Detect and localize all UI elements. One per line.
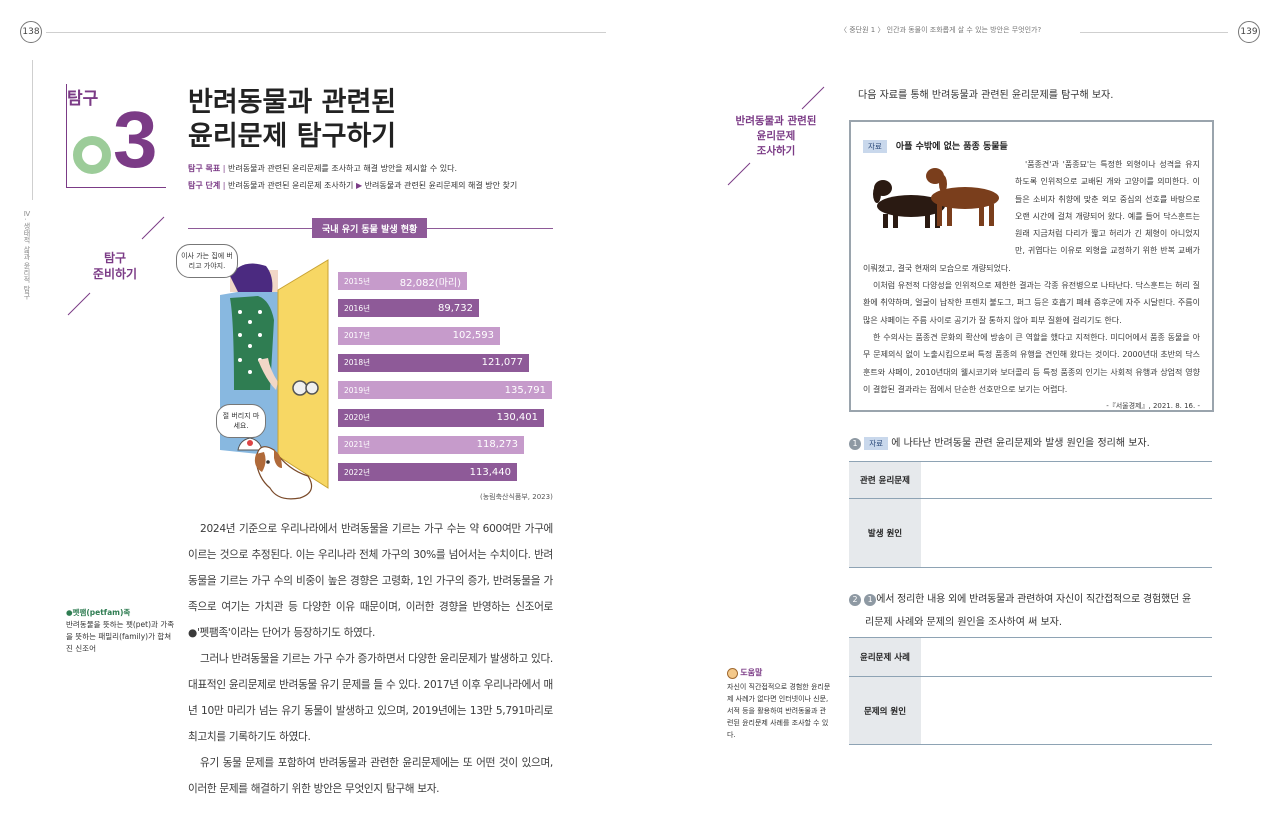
step-line: 탐구 단계 | 반려동물과 관련된 윤리문제 조사하기 ▶ 반려동물과 관련된 … (188, 181, 518, 190)
title-line-1: 반려동물과 관련된 (188, 87, 397, 118)
answer-field-problem-cause[interactable] (921, 676, 1212, 745)
green-circle-icon (73, 136, 111, 174)
right-intro: 다음 자료를 통해 반려동물과 관련된 윤리문제를 탐구해 보자. (858, 90, 1114, 101)
goal-text: 반려동물과 관련된 윤리문제를 조사하고 해결 방안을 제시할 수 있다. (228, 164, 457, 173)
answer-label-problem-cause: 문제의 원인 (849, 676, 921, 745)
answer-label-cause: 발생 원인 (849, 498, 921, 568)
chart-bar-value: 102,593 (452, 330, 494, 342)
prep-label: 탐구 준비하기 (92, 251, 138, 281)
research-side-label: 반려동물과 관련된 윤리문제 조사하기 (735, 115, 817, 157)
abandonment-illustration (220, 259, 329, 500)
chart-bar: 2016년 89,732 (338, 299, 479, 318)
chart-bar: 2018년 121,077 (338, 353, 529, 372)
question-2: 2 1 에서 정리한 내용 외에 반려동물과 관련하여 자신이 직간접적으로 경험… (849, 588, 1215, 634)
material-text: '품종견'과 '품종묘'는 특정한 외형이나 성격을 유지하도록 인위적으로 교… (863, 156, 1200, 415)
chart-source: (농림축산식품부, 2023) (480, 493, 553, 501)
header-rule-right (1080, 32, 1228, 33)
research-slash-bottom (727, 162, 751, 186)
chart-bar-category: 2017년 (344, 331, 370, 341)
chart-bar-value: 130,401 (496, 412, 538, 423)
material-tag: 자료 (863, 140, 887, 153)
answer-table-2: 윤리문제 사례 문제의 원인 (849, 637, 1212, 745)
material-paragraph-2: 이처럼 유전적 다양성을 인위적으로 제한한 결과는 각종 유전병으로 나타난다… (863, 281, 1200, 325)
answer-field-case[interactable] (921, 637, 1212, 677)
material-box: 자료 아플 수밖에 없는 품종 동물들 '품종견'과 '품종묘'는 특정한 외형… (849, 120, 1214, 412)
answer-field-ethics-issue[interactable] (921, 461, 1212, 499)
prep-slash-top (141, 216, 165, 240)
help-title: 도움말 (740, 668, 763, 677)
header-rule-left (46, 32, 606, 33)
paragraph-3: 유기 동물 문제를 포함하여 반려동물과 관련한 윤리문제에는 또 어떤 것이 … (188, 757, 553, 795)
page-title: 반려동물과 관련된 윤리문제 탐구하기 (188, 86, 396, 154)
chart-bar-category: 2022년 (344, 467, 370, 477)
material-paragraph-1: '품종견'과 '품종묘'는 특정한 외형이나 성격을 유지하도록 인위적으로 교… (863, 160, 1200, 273)
page-number-left: 138 (20, 21, 42, 43)
research-slash-top (801, 86, 825, 110)
answer-label-ethics-issue: 관련 윤리문제 (849, 461, 921, 499)
tamgu-number: 3 (113, 95, 158, 184)
material-paragraph-3: 한 수의사는 품종견 문화의 확산에 방송이 큰 역할을 했다고 지적한다. 미… (863, 332, 1200, 394)
chart-bar-value: 113,440 (469, 466, 511, 478)
chart-bar-category: 2020년 (344, 413, 370, 422)
help-note: 도움말 자신이 직간접적으로 경험한 윤리문제 사례가 없다면 인터넷이나 신문… (727, 667, 831, 741)
chart-bar-value: 118,273 (476, 439, 518, 451)
helper-face-icon (727, 667, 738, 679)
page-number-right: 139 (1238, 21, 1260, 43)
chart-bar-category: 2015년 (344, 276, 370, 286)
answer-field-cause[interactable] (921, 498, 1212, 568)
tamgu-badge: 탐구 3 (66, 84, 166, 188)
chart-bar: 2019년 135,791 (338, 381, 552, 400)
speech-bubble-dog: 절 버리지 마세요. (216, 404, 266, 438)
question-2-number: 2 (849, 594, 861, 606)
material-source: -『서울경제』, 2021. 8. 16. - (1106, 402, 1200, 411)
title-line-2: 윤리문제 탐구하기 (188, 121, 397, 152)
paragraph-1: 2024년 기준으로 우리나라에서 반려동물을 기르는 가구 수는 약 600여… (188, 523, 553, 639)
question-1-text: 에 나타난 반려동물 관련 윤리문제와 발생 원인을 정리해 보자. (891, 438, 1150, 449)
chart-bar: 2020년 130,401 (338, 408, 544, 427)
goal-line: 탐구 목표 | 반려동물과 관련된 윤리문제를 조사하고 해결 방안을 제시할 … (188, 164, 457, 173)
chart-bar-value: 121,077 (481, 357, 523, 369)
chart-bar-value: 89,732 (438, 302, 473, 314)
side-note-body: 반려동물을 뜻하는 펫(pet)과 가족을 뜻하는 패밀리(family)가 합… (66, 620, 175, 653)
material-header: 자료 아플 수밖에 없는 품종 동물들 (863, 134, 1008, 153)
side-note-title: ●펫팸(petfam)족 (66, 608, 131, 617)
body-text-left: 2024년 기준으로 우리나라에서 반려동물을 기르는 가구 수는 약 600여… (188, 516, 553, 802)
step-arrow-icon: ▶ (355, 181, 363, 190)
goal-label: 탐구 목표 (188, 164, 221, 173)
chart-bar-category: 2018년 (344, 358, 370, 368)
chart-bar-category: 2019년 (344, 385, 370, 395)
question-1-tag: 자료 (864, 437, 888, 450)
speech-bubble-owner: 이사 가는 집에 버리고 가야지. (176, 244, 238, 278)
question-2-ref: 1 (864, 594, 877, 606)
chart-bar: 2021년 118,273 (338, 435, 524, 454)
side-note-petfam: ●펫팸(petfam)족 반려동물을 뜻하는 펫(pet)과 가족을 뜻하는 패… (66, 607, 176, 655)
chart-title: 국내 유기 동물 발생 현황 (312, 218, 428, 238)
chart-bar: 2017년 102,593 (338, 326, 500, 345)
answer-table-1: 관련 윤리문제 발생 원인 (849, 461, 1212, 568)
chart-bar-value: 135,791 (504, 384, 546, 396)
question-1: 1 자료 에 나타난 반려동물 관련 윤리문제와 발생 원인을 정리해 보자. (849, 434, 1150, 450)
material-title: 아플 수밖에 없는 품종 동물들 (895, 142, 1008, 152)
step-1: 반려동물과 관련된 윤리문제 조사하기 (228, 181, 354, 190)
chapter-header: 〈 중단원 1 〉 인간과 동물이 조화롭게 살 수 있는 방안은 무엇인가? (840, 26, 1042, 34)
dachshund-photo (873, 168, 999, 228)
chart-bar: 2022년 113,440 (338, 463, 517, 482)
chart-bar-category: 2021년 (344, 440, 370, 450)
tamgu-label: 탐구 (67, 89, 99, 109)
chart-bar-value: 82,082(마리) (399, 277, 461, 289)
answer-label-case: 윤리문제 사례 (849, 637, 921, 677)
paragraph-2: 그러나 반려동물을 기르는 가구 수가 증가하면서 다양한 윤리문제가 발생하고… (188, 653, 553, 743)
step-label: 탐구 단계 (188, 181, 221, 190)
chart-bar-category: 2016년 (344, 303, 370, 313)
question-2-text-1: 에서 정리한 내용 외에 반려동물과 관련하여 자신이 직간접적으로 경험했던 … (876, 594, 1191, 605)
question-2-text-2: 리문제 사례와 문제의 원인을 조사하여 써 보자. (865, 617, 1063, 628)
side-rule-top (32, 60, 33, 200)
question-1-number: 1 (849, 438, 861, 450)
side-vertical-title: Ⅳ. 생태적 삶과 윤리적 탐구 (23, 210, 31, 300)
step-2: 반려동물과 관련된 윤리문제의 해결 방안 찾기 (364, 181, 518, 190)
help-body: 자신이 직간접적으로 경험한 윤리문제 사례가 없다면 인터넷이나 신문, 서적… (727, 683, 831, 739)
chart-bar: 2015년 82,082(마리) (338, 272, 467, 290)
prep-slash-bottom (67, 292, 91, 316)
